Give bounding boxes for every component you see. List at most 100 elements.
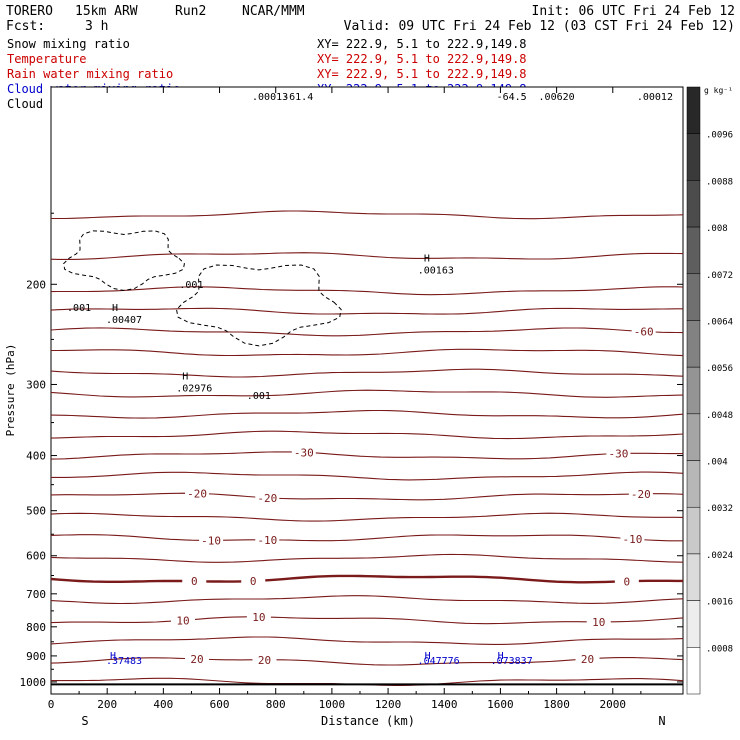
field-xy: XY= 222.9, 5.1 to 222.9,149.8 — [317, 52, 527, 66]
snow-contour — [175, 264, 342, 347]
snow-max-value: .00163 — [418, 266, 454, 277]
temperature-label: 20 — [190, 653, 203, 666]
temperature-contour — [50, 512, 684, 522]
x-tick-label: 400 — [153, 698, 173, 711]
colorbar: .0096 .0088 .008 .0072 .0064 .0056 .0048 .004 .0… — [686, 86, 733, 695]
colorbar-swatch — [686, 647, 701, 695]
contour-label-bg — [628, 486, 653, 499]
valid-time: Valid: 09 UTC Fri 24 Feb 12 (03 CST Fri … — [344, 19, 735, 34]
temperature-contour — [50, 327, 684, 337]
contour-label-bg — [614, 574, 639, 587]
colorbar-swatch — [686, 600, 701, 648]
temperature-contour — [50, 409, 684, 419]
colorbar-swatch — [686, 366, 701, 415]
temperature-contour — [50, 286, 684, 296]
snow-max-marker: H — [182, 371, 188, 382]
colorbar-swatch — [686, 413, 701, 461]
snow-contour-label: .001 — [247, 391, 271, 402]
temperature-label: 0 — [191, 575, 198, 588]
x-tick-label: 600 — [210, 698, 230, 711]
contour-label-bg — [252, 652, 277, 665]
colorbar-swatch — [686, 273, 701, 321]
colorbar-tick-label: .0032 — [706, 504, 733, 514]
temperature-label: 10 — [252, 611, 265, 624]
colorbar-tick-label: .0056 — [706, 364, 733, 374]
colorbar-tick-label: .0072 — [706, 271, 733, 281]
snow-max-marker: H — [424, 254, 430, 265]
temperature-label: -20 — [257, 492, 277, 505]
colorbar-tick-label: .0088 — [706, 177, 733, 187]
x-end-label-right: N — [658, 714, 665, 728]
y-tick-label: 500 — [26, 505, 46, 518]
colorbar-swatch — [686, 460, 701, 508]
field-name: Rain water mixing ratio — [7, 67, 173, 81]
plot-area: 0 200 400 600 800 1000 1200 1400 1600 1800 2000200… — [20, 86, 684, 711]
contour-label-bg — [255, 532, 280, 545]
contour-label-bg — [182, 574, 207, 587]
temperature-contour — [50, 389, 684, 398]
temperature-label: -20 — [631, 488, 651, 501]
snow-max-value: .00407 — [106, 315, 142, 326]
colorbar-swatch — [686, 180, 701, 228]
temperature-contour — [51, 348, 684, 357]
temperature-label: 10 — [592, 616, 605, 629]
colorbar-tick-label: .0008 — [706, 644, 733, 654]
x-tick-label: 1600 — [487, 698, 514, 711]
field-name: Temperature — [7, 52, 86, 66]
top-label: .00620 — [539, 92, 575, 103]
cloud-water-max-value: .047776 — [418, 656, 460, 667]
temperature-contour — [50, 574, 683, 584]
colorbar-swatch — [686, 226, 701, 275]
temperature-label: 20 — [581, 653, 594, 666]
x-tick-label: 1800 — [543, 698, 570, 711]
contour-label-bg — [291, 445, 316, 458]
colorbar-swatch — [686, 133, 701, 181]
x-tick-label: 1200 — [375, 698, 402, 711]
field-xy: XY= 222.9, 5.1 to 222.9,149.8 — [317, 67, 527, 81]
x-tick-label: 1000 — [319, 698, 346, 711]
temperature-contour — [50, 595, 684, 605]
x-tick-label: 1400 — [431, 698, 458, 711]
colorbar-tick-label: .0064 — [706, 317, 733, 327]
colorbar-tick-label: .0024 — [706, 551, 733, 561]
top-label: .00013 — [252, 92, 288, 103]
y-tick-label: 200 — [26, 278, 46, 291]
x-end-label-left: S — [81, 714, 88, 728]
snow-max-marker: H — [112, 303, 118, 314]
temperature-contour — [51, 471, 684, 481]
temperature-contour — [50, 252, 684, 260]
contour-label-bg — [171, 613, 196, 626]
snow-contour — [63, 230, 185, 292]
x-tick-label: 800 — [266, 698, 286, 711]
temperature-contour — [50, 492, 684, 501]
snow-contour-label: .001 — [179, 280, 203, 291]
temperature-contour — [51, 210, 684, 220]
colorbar-swatch — [686, 86, 701, 134]
colorbar-swatch — [686, 506, 701, 555]
contour-label-bg — [246, 609, 271, 622]
temperature-label: -30 — [608, 448, 628, 461]
x-tick-label: 2000 — [600, 698, 627, 711]
model-org: NCAR/MMM — [242, 4, 305, 19]
y-tick-label: 600 — [26, 550, 46, 563]
colorbar-tick-label: .0096 — [706, 131, 733, 141]
contour-label-bg — [575, 651, 600, 664]
contour-label-bg — [241, 574, 266, 587]
y-tick-label: 1000 — [20, 676, 47, 689]
temperature-label: -20 — [187, 487, 207, 500]
colorbar-swatch — [686, 553, 701, 601]
model-grid: 15km ARW — [75, 4, 138, 19]
y-tick-label: 300 — [26, 378, 46, 391]
contour-label-bg — [185, 486, 210, 499]
temperature-label: -10 — [623, 533, 643, 546]
y-axis-title: Pressure (hPa) — [4, 344, 17, 437]
cloud-water-max-marker: H — [498, 651, 504, 662]
temperature-contour — [50, 616, 684, 625]
colorbar-tick-label: .004 — [706, 458, 728, 468]
cloud-water-max-value: .37483 — [106, 656, 142, 667]
temperature-contour — [50, 307, 683, 315]
top-label: -61.4 — [283, 92, 313, 103]
temperature-label: -10 — [257, 534, 277, 547]
field-xy: XY= 222.9, 5.1 to 222.9,149.8 — [317, 37, 527, 51]
